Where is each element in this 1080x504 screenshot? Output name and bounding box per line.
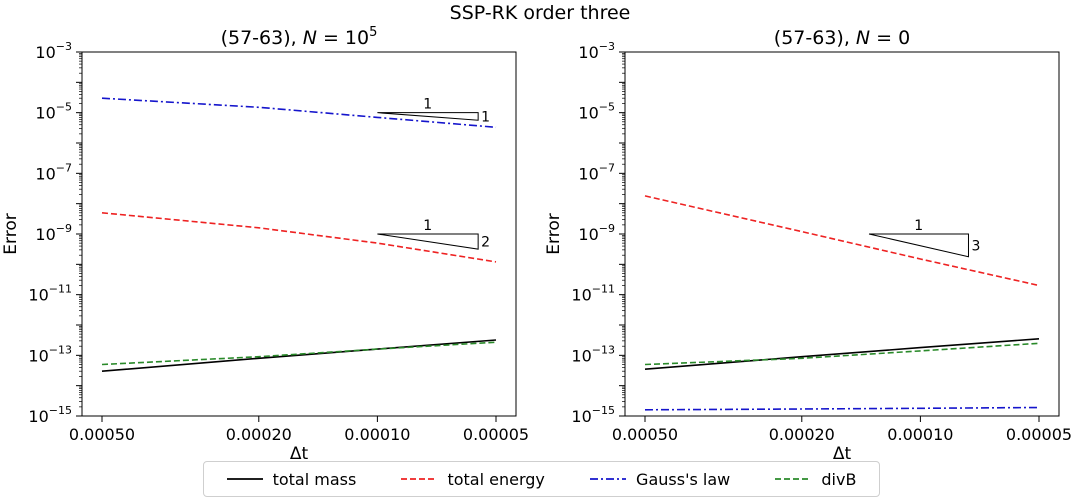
legend-swatch-divb <box>775 478 812 480</box>
slope-run-label: 1 <box>423 97 432 113</box>
slope-run-label: 1 <box>423 218 432 234</box>
slope-rise-label: 1 <box>481 109 490 125</box>
slope-rise-label: 3 <box>971 238 980 254</box>
y-tick-label: 10−5 <box>35 101 72 123</box>
chart-panel-1: (57-63), N = 105 10−15 10−13 10−11 10−9 10−7 1… <box>1 25 529 464</box>
y-axis-label: Error <box>544 213 564 254</box>
chart-legend: total mass total energy Gauss's law divB <box>203 461 880 497</box>
figure-suptitle: SSP-RK order three <box>449 2 631 24</box>
y-tick-label: 10−15 <box>28 404 72 426</box>
x-tick-label: 0.00005 <box>463 425 529 444</box>
chart-panel-2: (57-63), N = 0 10−15 10−13 10−11 10−9 10−7 10−… <box>544 27 1072 464</box>
series-line-divb <box>644 342 1040 366</box>
x-tick-label: 0.00020 <box>769 425 835 444</box>
legend-item-total-mass: total mass <box>226 469 357 489</box>
y-tick-label: 10−3 <box>578 40 615 62</box>
y-tick-label: 10−11 <box>571 283 615 305</box>
x-tick-label: 0.00050 <box>69 425 135 444</box>
slope-triangle-2 <box>377 233 479 250</box>
x-axis-label: Δt <box>833 444 852 464</box>
legend-swatch-total-mass <box>226 478 263 480</box>
legend-item-gauss-law: Gauss's law <box>590 470 730 489</box>
legend-label-total-mass: total mass <box>272 469 357 489</box>
legend-swatch-gauss-law <box>590 478 627 480</box>
y-tick-label: 10−9 <box>578 222 615 244</box>
x-tick-label: 0.00005 <box>1006 425 1072 444</box>
y-tick-label: 10−13 <box>571 343 615 365</box>
chart-title: (57-63), N = 0 <box>774 27 910 49</box>
y-tick-label: 10−11 <box>28 283 72 305</box>
series-line-gauss-s-law <box>644 406 1040 411</box>
y-tick-label: 10−7 <box>35 161 72 183</box>
y-tick-label: 10−13 <box>28 343 72 365</box>
legend-item-total-energy: total energy <box>401 469 545 489</box>
series-line-total-mass <box>644 338 1040 370</box>
plot-frame <box>624 51 1060 417</box>
legend-label-gauss-law: Gauss's law <box>636 469 731 489</box>
series-line-total-energy <box>101 212 497 263</box>
slope-run-label: 1 <box>914 218 923 234</box>
legend-item-divb: divB <box>775 470 856 489</box>
series-line-divb <box>101 341 497 366</box>
y-tick-label: 10−15 <box>571 404 615 426</box>
slope-rise-label: 2 <box>481 235 490 251</box>
legend-label-total-energy: total energy <box>447 469 545 489</box>
y-tick-label: 10−9 <box>35 222 72 244</box>
y-tick-label: 10−5 <box>578 101 615 123</box>
x-axis-label: Δt <box>290 444 309 464</box>
legend-label-divb: divB <box>821 469 857 489</box>
slope-triangle-1 <box>377 112 479 121</box>
chart-title: (57-63), N = 105 <box>221 25 378 49</box>
y-axis-label: Error <box>1 213 21 254</box>
x-tick-label: 0.00010 <box>887 425 953 444</box>
y-tick-label: 10−3 <box>35 40 72 62</box>
slope-triangle-1 <box>868 233 969 258</box>
x-tick-label: 0.00010 <box>344 425 410 444</box>
y-tick-label: 10−7 <box>578 161 615 183</box>
x-tick-label: 0.00020 <box>226 425 292 444</box>
x-tick-label: 0.00050 <box>612 425 678 444</box>
series-line-total-mass <box>101 339 497 372</box>
legend-swatch-total-energy <box>401 478 438 480</box>
series-line-total-energy <box>644 195 1040 287</box>
